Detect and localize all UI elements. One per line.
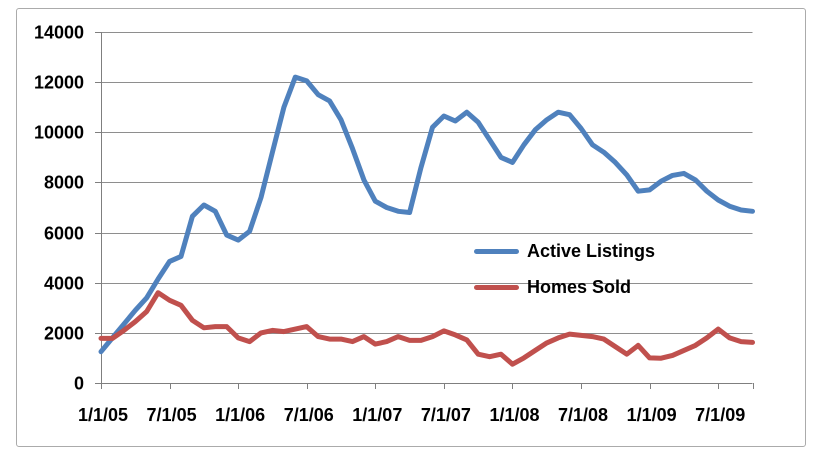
x-axis-label: 1/1/06 [215, 405, 265, 425]
x-axis-label: 1/1/05 [78, 405, 128, 425]
y-axis-label: 12000 [34, 73, 84, 93]
x-axis-label: 1/1/07 [352, 405, 402, 425]
x-axis-label: 7/1/05 [147, 405, 197, 425]
legend-item-homes-sold: Homes Sold [474, 276, 655, 298]
x-axis-label: 1/1/08 [489, 405, 539, 425]
y-axis-label: 10000 [34, 123, 84, 143]
legend-line-swatch-homes-sold [474, 284, 519, 290]
legend-label-homes-sold: Homes Sold [527, 277, 632, 297]
x-axis-label: 7/1/08 [558, 405, 608, 425]
legend: Active Listings Homes Sold [474, 240, 655, 298]
x-axis-label: 1/1/09 [627, 405, 677, 425]
y-axis-label: 4000 [44, 274, 84, 294]
legend-line-swatch-active-listings [474, 248, 519, 254]
series-line-active-listings [98, 74, 755, 355]
y-axis-label: 0 [74, 374, 84, 394]
y-axis-label: 14000 [34, 23, 84, 43]
y-axis-label: 2000 [44, 324, 84, 344]
x-axis-label: 7/1/06 [284, 405, 334, 425]
legend-item-active-listings: Active Listings [474, 240, 655, 262]
legend-label-active-listings: Active Listings [527, 241, 656, 261]
y-axis-label: 6000 [44, 224, 84, 244]
series-line-homes-sold [98, 290, 755, 367]
chart-border [16, 8, 806, 447]
x-axis-label: 7/1/07 [421, 405, 471, 425]
y-axis-label: 8000 [44, 173, 84, 193]
x-axis-label: 7/1/09 [695, 405, 745, 425]
